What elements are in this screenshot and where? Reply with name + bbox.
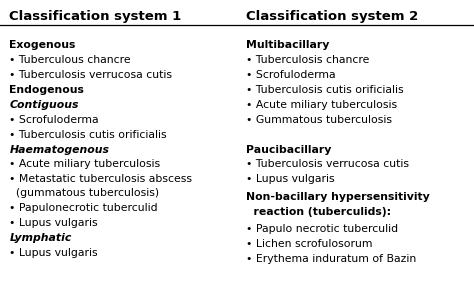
- Text: • Lupus vulgaris: • Lupus vulgaris: [9, 248, 98, 258]
- Text: • Papulo necrotic tuberculid: • Papulo necrotic tuberculid: [246, 224, 399, 234]
- Text: • Tuberculosis verrucosa cutis: • Tuberculosis verrucosa cutis: [9, 70, 173, 80]
- Text: • Tuberculosis cutis orificialis: • Tuberculosis cutis orificialis: [9, 130, 167, 140]
- Text: Paucibacillary: Paucibacillary: [246, 145, 332, 155]
- Text: • Tuberculous chancre: • Tuberculous chancre: [9, 55, 131, 65]
- Text: Exogenous: Exogenous: [9, 40, 76, 50]
- Text: • Metastatic tuberculosis abscess: • Metastatic tuberculosis abscess: [9, 174, 192, 184]
- Text: reaction (tuberculids):: reaction (tuberculids):: [246, 207, 392, 217]
- Text: (gummatous tuberculosis): (gummatous tuberculosis): [9, 188, 160, 198]
- Text: • Acute miliary tuberculosis: • Acute miliary tuberculosis: [9, 159, 161, 170]
- Text: • Tuberculosis verrucosa cutis: • Tuberculosis verrucosa cutis: [246, 159, 410, 170]
- Text: Contiguous: Contiguous: [9, 100, 79, 110]
- Text: • Lupus vulgaris: • Lupus vulgaris: [9, 218, 98, 228]
- Text: • Gummatous tuberculosis: • Gummatous tuberculosis: [246, 115, 392, 125]
- Text: • Scrofuloderma: • Scrofuloderma: [246, 70, 336, 80]
- Text: Haematogenous: Haematogenous: [9, 145, 109, 155]
- Text: • Lichen scrofulosorum: • Lichen scrofulosorum: [246, 239, 373, 249]
- Text: • Erythema induratum of Bazin: • Erythema induratum of Bazin: [246, 254, 417, 264]
- Text: • Scrofuloderma: • Scrofuloderma: [9, 115, 99, 125]
- Text: Lymphatic: Lymphatic: [9, 233, 72, 243]
- Text: Non-bacillary hypersensitivity: Non-bacillary hypersensitivity: [246, 192, 430, 202]
- Text: • Tuberculosis chancre: • Tuberculosis chancre: [246, 55, 370, 65]
- Text: Classification system 2: Classification system 2: [246, 10, 419, 24]
- Text: Classification system 1: Classification system 1: [9, 10, 182, 24]
- Text: • Acute miliary tuberculosis: • Acute miliary tuberculosis: [246, 100, 398, 110]
- Text: • Lupus vulgaris: • Lupus vulgaris: [246, 174, 335, 184]
- Text: • Papulonecrotic tuberculid: • Papulonecrotic tuberculid: [9, 203, 158, 213]
- Text: Endogenous: Endogenous: [9, 85, 84, 95]
- Text: • Tuberculosis cutis orificialis: • Tuberculosis cutis orificialis: [246, 85, 404, 95]
- Text: Multibacillary: Multibacillary: [246, 40, 330, 50]
